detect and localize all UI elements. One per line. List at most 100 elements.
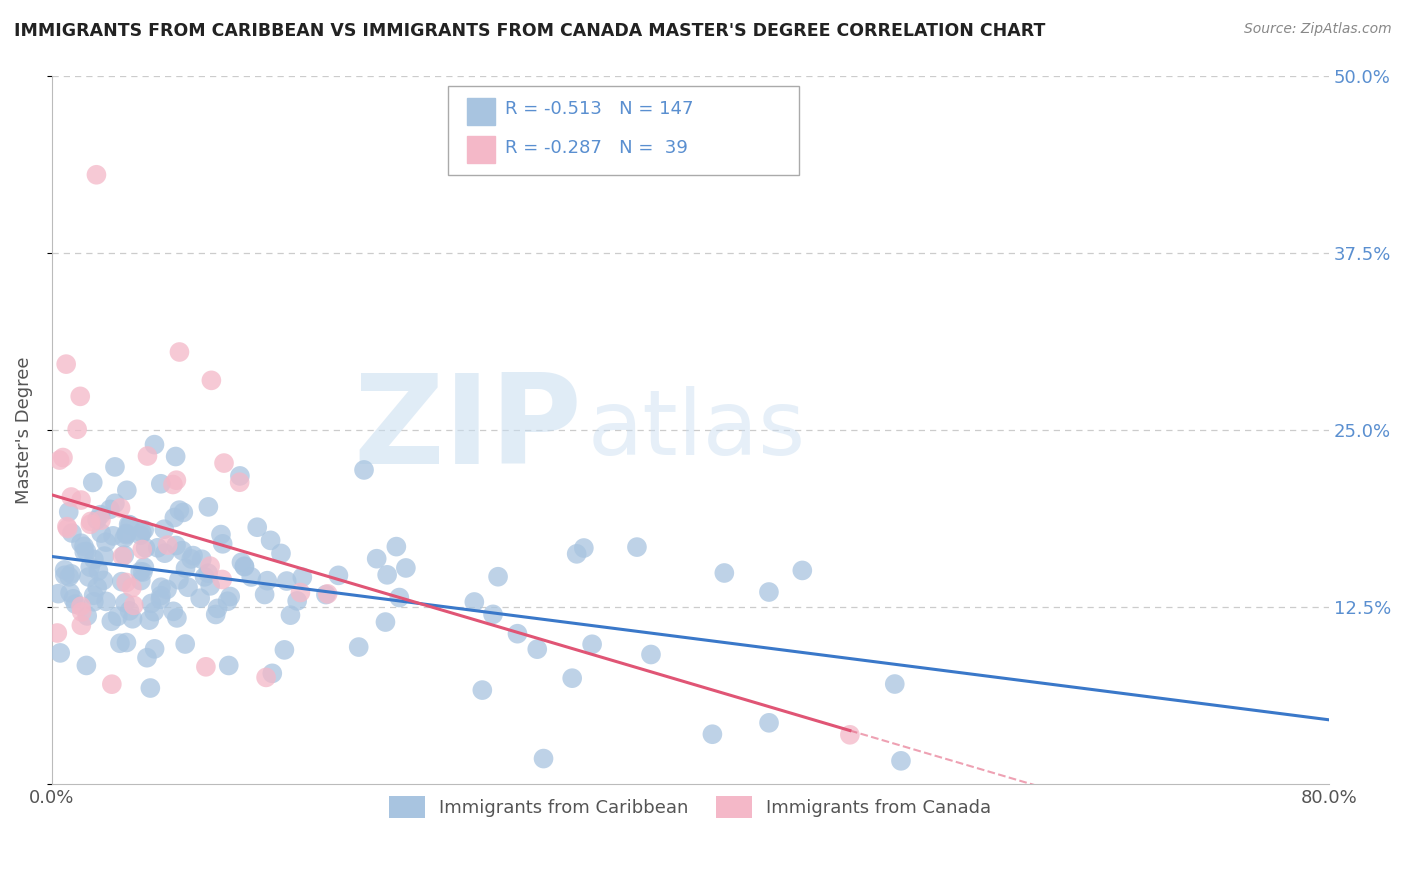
Point	[60, 490, 83, 504]
Point	[181, 549, 204, 563]
Point	[129, 565, 152, 579]
Point	[156, 538, 179, 552]
Point	[211, 573, 233, 587]
Point	[167, 573, 190, 587]
Point	[143, 605, 166, 619]
Point	[60, 526, 83, 541]
Point	[83, 552, 105, 566]
Point	[262, 666, 284, 681]
Point	[100, 614, 122, 628]
Point	[104, 459, 127, 474]
Point	[65, 597, 87, 611]
Point	[122, 599, 145, 613]
Point	[246, 520, 269, 534]
Point	[118, 518, 141, 533]
Point	[115, 528, 138, 542]
Point	[561, 671, 583, 685]
Point	[626, 540, 648, 554]
Point	[395, 561, 418, 575]
Point	[640, 648, 662, 662]
Point	[82, 475, 104, 490]
Point	[890, 754, 912, 768]
Point	[70, 618, 93, 632]
Point	[93, 574, 115, 588]
Point	[110, 501, 132, 516]
Point	[153, 522, 176, 536]
Point	[565, 547, 588, 561]
Point	[53, 568, 76, 582]
Point	[55, 357, 77, 371]
Point	[191, 552, 214, 566]
Point	[83, 595, 105, 609]
Point	[79, 517, 101, 532]
Point	[174, 561, 197, 575]
Point	[141, 596, 163, 610]
Point	[153, 546, 176, 560]
Point	[49, 646, 72, 660]
Point	[229, 469, 252, 483]
Point	[211, 537, 233, 551]
Point	[58, 505, 80, 519]
Legend: Immigrants from Caribbean, Immigrants from Canada: Immigrants from Caribbean, Immigrants fr…	[381, 789, 998, 825]
Point	[70, 493, 93, 508]
Point	[80, 515, 103, 529]
Point	[66, 422, 89, 436]
Point	[90, 526, 112, 541]
Point	[56, 519, 79, 533]
Text: ZIP: ZIP	[353, 369, 582, 491]
Point	[115, 635, 138, 649]
Point	[219, 590, 242, 604]
Point	[143, 437, 166, 451]
Point	[131, 525, 153, 540]
Point	[134, 523, 156, 537]
Point	[117, 517, 139, 532]
Text: Source: ZipAtlas.com: Source: ZipAtlas.com	[1244, 22, 1392, 37]
Point	[366, 551, 388, 566]
Point	[172, 543, 194, 558]
Point	[259, 533, 281, 548]
Point	[156, 582, 179, 597]
Point	[149, 589, 172, 603]
Point	[149, 476, 172, 491]
Point	[69, 389, 91, 403]
Point	[180, 552, 202, 566]
Point	[90, 508, 112, 522]
Point	[70, 599, 93, 614]
Point	[353, 463, 375, 477]
Point	[56, 521, 79, 535]
Point	[165, 473, 187, 487]
Point	[58, 570, 80, 584]
Point	[217, 594, 239, 608]
Point	[101, 677, 124, 691]
Point	[134, 560, 156, 574]
Point	[758, 585, 780, 599]
Point	[581, 637, 603, 651]
Point	[702, 727, 724, 741]
Point	[572, 541, 595, 555]
Point	[291, 570, 314, 584]
Point	[115, 526, 138, 541]
Point	[228, 475, 250, 490]
Point	[347, 640, 370, 654]
Point	[163, 510, 186, 524]
Point	[197, 566, 219, 581]
Point	[240, 570, 263, 584]
Point	[172, 505, 194, 519]
Point	[328, 568, 350, 582]
Point	[231, 555, 253, 569]
Point	[131, 542, 153, 557]
Point	[59, 586, 82, 600]
Point	[112, 531, 135, 545]
Point	[139, 681, 162, 695]
Point	[165, 450, 187, 464]
Point	[75, 544, 97, 558]
Point	[212, 456, 235, 470]
Point	[162, 477, 184, 491]
Point	[143, 641, 166, 656]
Point	[758, 715, 780, 730]
Point	[280, 608, 302, 623]
Point	[149, 580, 172, 594]
Point	[207, 601, 229, 615]
Point	[86, 168, 108, 182]
Point	[136, 650, 159, 665]
